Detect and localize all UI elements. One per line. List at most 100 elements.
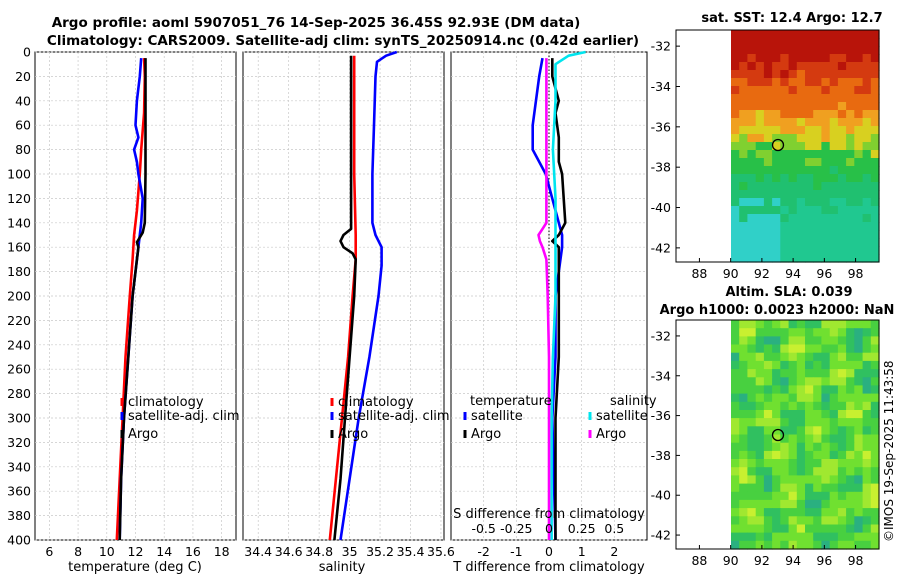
sst-heatmap-cell [846,30,855,39]
sla-heatmap-cell [846,450,855,460]
sla-heatmap-cell [854,369,864,378]
sla-heatmap-cell [821,385,831,395]
sst-heatmap-cell [788,206,798,215]
sla-heatmap-cell [854,401,864,411]
sst-heatmap-cell [739,126,748,135]
sst-heatmap-cell [796,158,806,167]
sst-heatmap-cell [829,214,839,223]
sla-heatmap-cell [747,328,757,337]
series-line-temperature-satellite [531,57,564,541]
sla-heatmap-cell [755,516,765,526]
difference-secondary-tick-label: 0.25 [568,521,596,536]
sla-heatmap-cell [747,320,757,329]
sst-heatmap-cell [772,30,781,39]
sst-heatmap-cell [805,206,814,215]
sla-heatmap-cell [763,418,773,427]
sla-heatmap-cell [870,418,880,427]
sst-heatmap-cell [854,190,864,199]
sst-heatmap-cell [829,46,839,55]
sla-heatmap-cell [805,483,814,493]
sst-heatmap-cell [813,86,822,95]
sla-heatmap-cell [780,426,790,436]
sst-heatmap-cell [837,238,847,247]
sst-heatmap-cell [829,230,839,239]
sst-heatmap-cell [821,54,831,63]
sla-heatmap-cell [780,328,790,337]
sst-map-x-ticks: 88 90 92 94 96 98 [691,258,864,281]
sla-heatmap-cell [829,524,839,534]
sst-heatmap-cell [854,70,864,79]
sla-heatmap-cell [813,401,822,411]
sst-heatmap-cell [731,78,740,87]
sst-heatmap-cell [813,102,822,111]
sst-heatmap-cell [805,230,814,239]
sla-heatmap-cell [731,336,740,346]
sst-heatmap-cell [870,126,880,135]
sla-heatmap-cell [747,450,757,460]
sla-heatmap-cell [796,508,806,517]
sla-heatmap-cell [805,393,814,403]
sst-heatmap-cell [788,150,798,159]
sst-heatmap-cell [854,94,864,103]
sst-heatmap-cell [747,150,757,159]
sla-heatmap-cell [731,352,740,362]
sla-heatmap-cell [829,410,839,419]
sst-heatmap-cell [805,30,814,39]
sla-heatmap-cell [747,369,757,378]
sst-heatmap-cell [821,102,831,111]
sst-heatmap-cell [763,54,773,63]
map-y-tick-label: -36 [651,119,671,134]
sla-heatmap-cell [747,499,757,509]
sla-heatmap-cell [837,401,847,411]
sst-heatmap-cell [846,166,855,175]
sst-heatmap-cell [755,62,765,71]
sla-heatmap-cell [829,426,839,436]
sla-heatmap-cell [796,369,806,378]
sst-heatmap-cell [837,134,847,143]
sla-heatmap-cell [837,352,847,362]
sla-heatmap-cell [870,328,880,337]
sla-heatmap-cell [805,475,814,485]
map-y-tick-label: -32 [651,328,671,343]
sst-heatmap-cell [846,54,855,63]
sst-heatmap-cell [837,214,847,223]
sla-heatmap-cell [837,491,847,501]
sst-heatmap-cell [796,254,806,263]
sst-heatmap-cell [755,238,765,247]
sst-heatmap-cell [788,190,798,199]
sst-heatmap-cell [747,254,757,263]
sst-heatmap-cell [755,254,765,263]
sst-heatmap-cell [829,142,839,151]
sst-heatmap-cell [755,142,765,151]
sla-heatmap-cell [755,491,765,501]
sst-heatmap-cell [772,166,781,175]
sla-heatmap-cell [821,418,831,427]
sst-heatmap-cell [772,190,781,199]
sst-heatmap-cell [805,46,814,55]
sst-heatmap-cell [731,134,740,143]
sla-heatmap-cell [829,532,839,542]
sst-heatmap-cell [837,86,847,95]
sst-heatmap-cell [747,38,757,47]
sla-heatmap-cell [739,393,748,403]
sst-heatmap-cell [796,206,806,215]
sla-heatmap-cell [763,508,773,517]
sla-heatmap-cell [870,385,880,395]
sla-heatmap-cell [780,467,790,476]
sla-heatmap-cell [747,459,757,468]
sla-heatmap-cell [837,508,847,517]
sla-heatmap-cell [755,401,765,411]
sst-heatmap-cell [854,150,864,159]
sst-heatmap-cell [772,142,781,151]
sst-heatmap-cell [837,38,847,47]
sla-heatmap-cell [805,418,814,427]
sst-heatmap-cell [788,86,798,95]
sst-heatmap-cell [747,54,757,63]
sla-heatmap-cell [747,377,757,387]
sla-heatmap-cell [837,442,847,452]
sst-heatmap-cell [780,54,790,63]
sla-heatmap-cell [763,524,773,534]
difference-legend-sal-argo: Argo [596,427,626,442]
sst-heatmap-cell [813,150,822,159]
sla-heatmap-cell [813,450,822,460]
